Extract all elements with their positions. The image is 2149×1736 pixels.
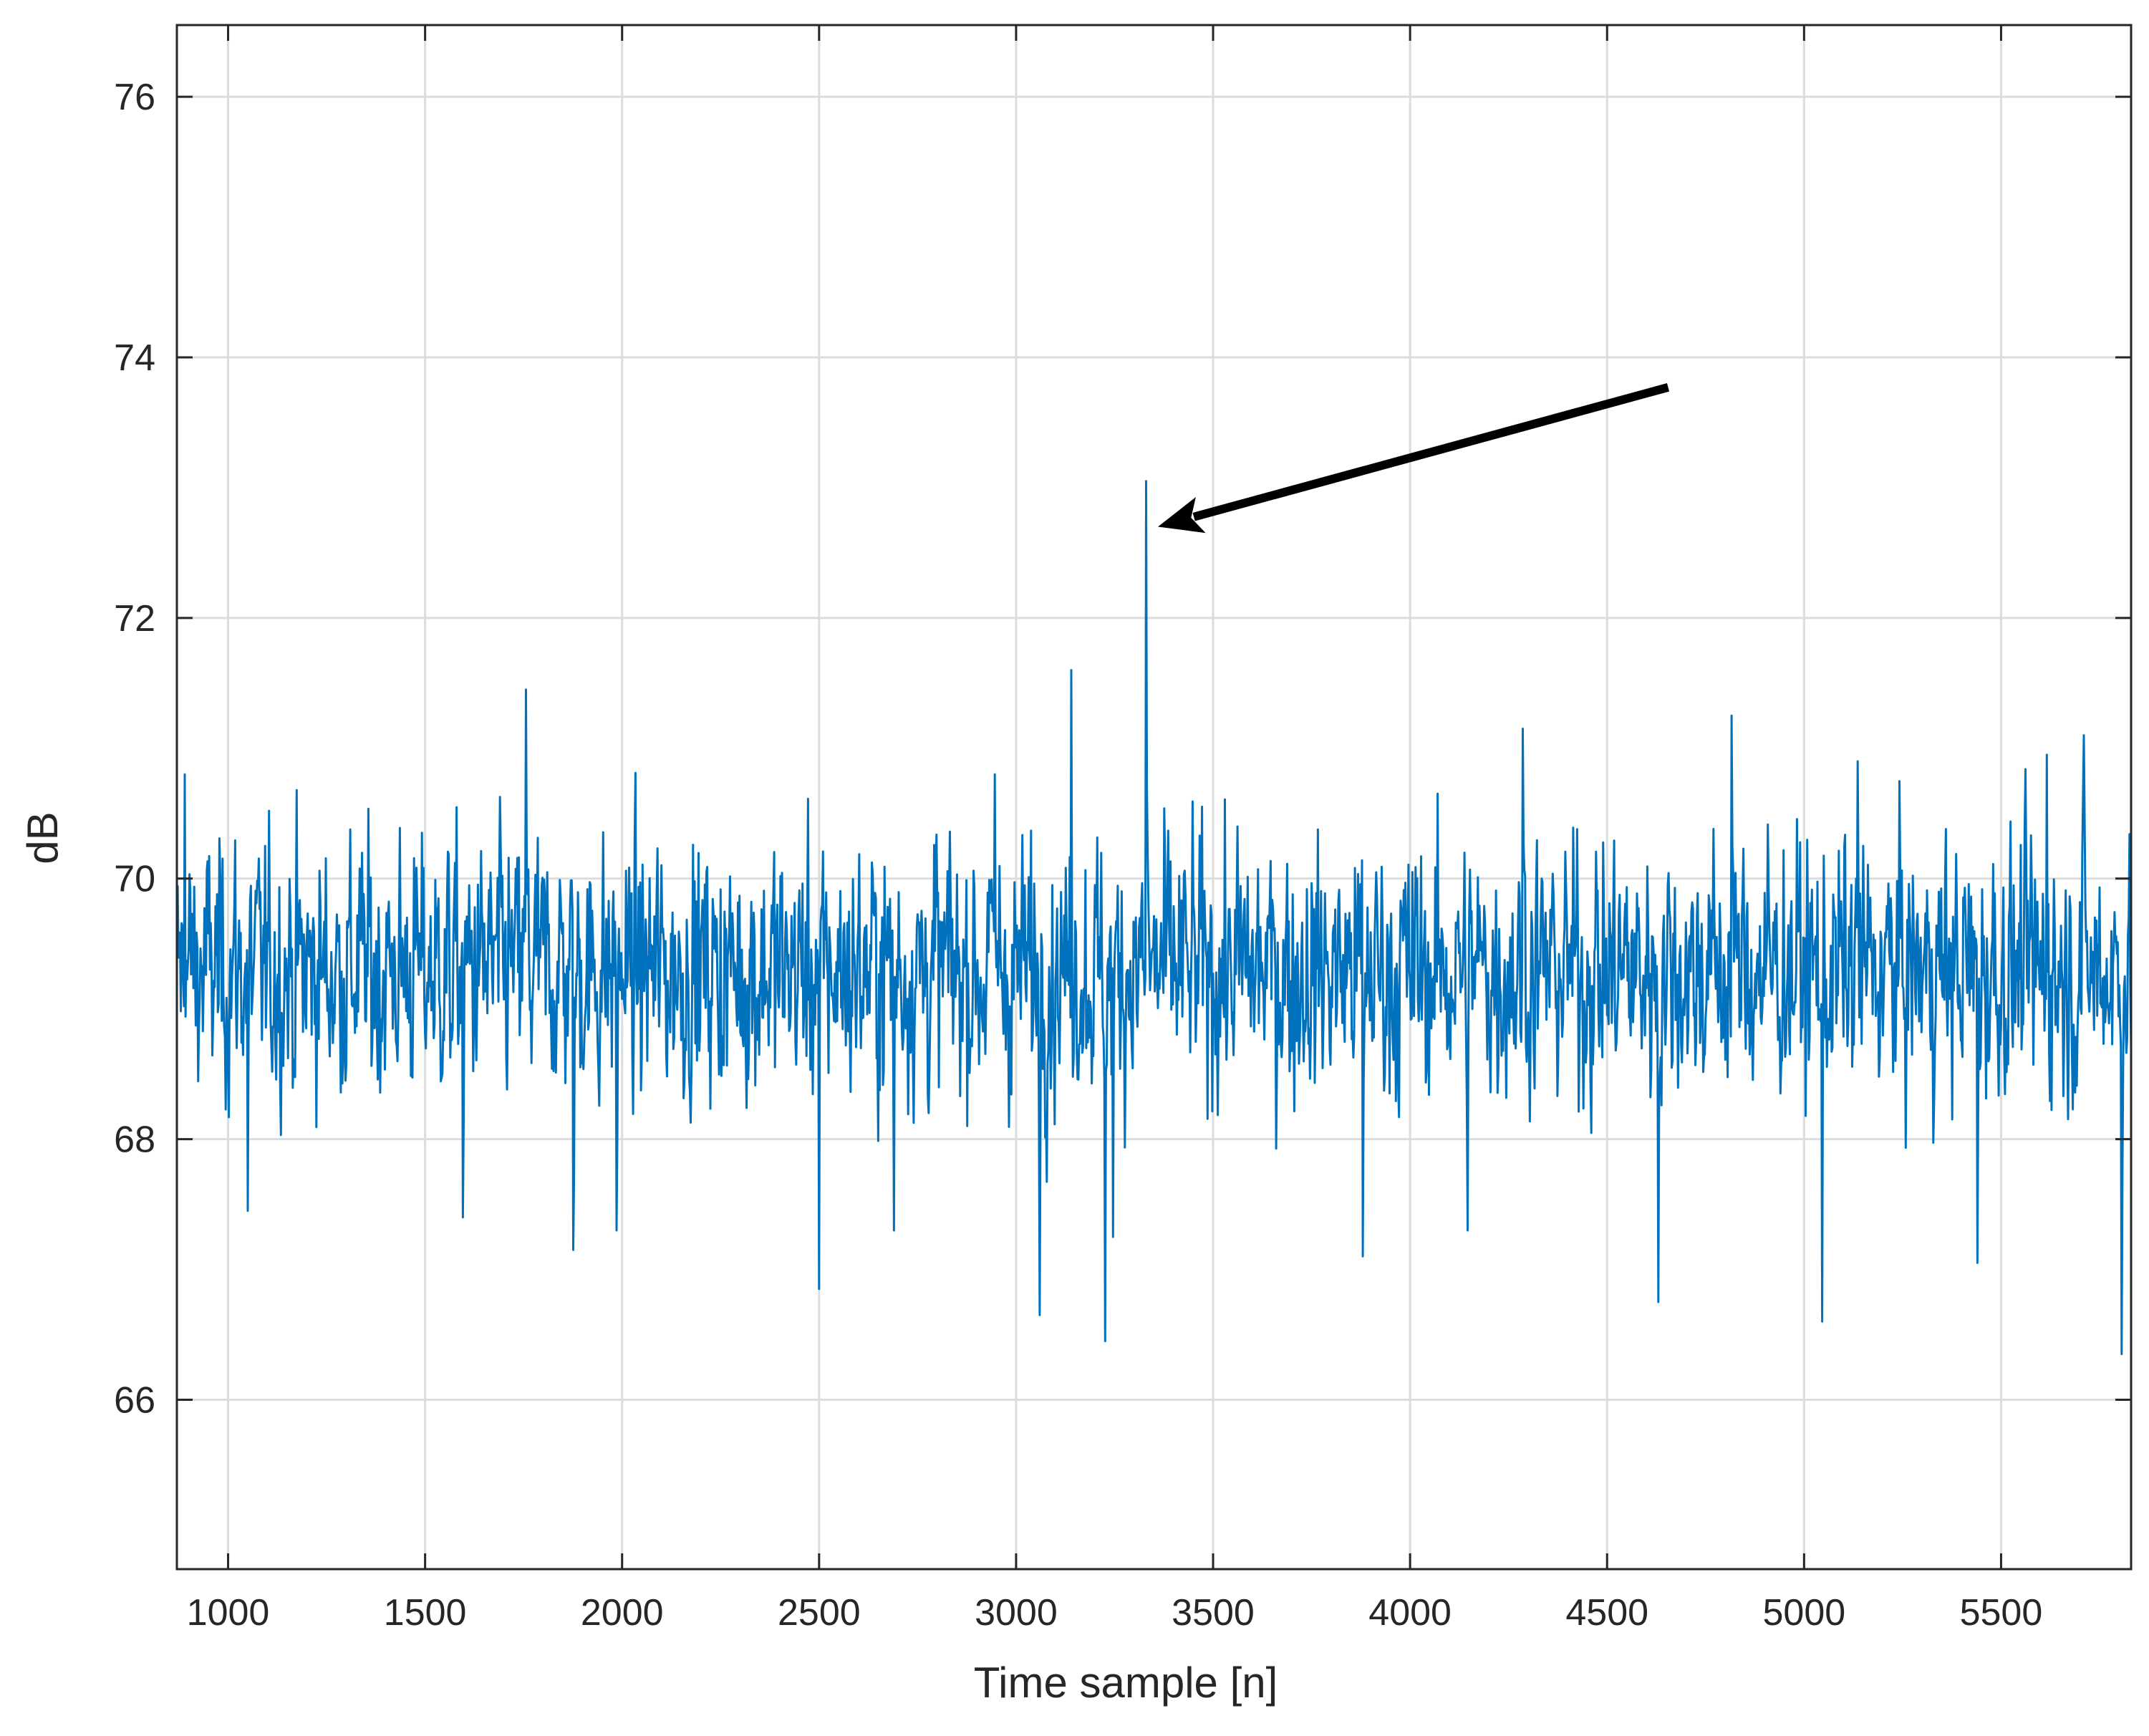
annotation-layer	[1158, 383, 1670, 534]
x-tick-label: 4500	[1565, 1592, 1648, 1634]
axes: 1000 1500 2000 2500 3000 3500 4000 4500 5000 5500…	[114, 24, 2133, 1634]
x-tick-label: 5000	[1762, 1592, 1845, 1634]
x-tick-label: 1000	[187, 1592, 270, 1634]
y-tick-label: 74	[114, 337, 155, 379]
y-tick-label: 76	[114, 77, 155, 118]
x-axis-label: Time sample [n]	[974, 1659, 1278, 1707]
x-tick-label: 2000	[581, 1592, 664, 1634]
y-tick-label: 68	[114, 1119, 155, 1161]
x-tick-label: 2500	[778, 1592, 861, 1634]
y-tick-label: 66	[114, 1379, 155, 1421]
x-tick-label: 4000	[1368, 1592, 1452, 1634]
axes-box	[175, 24, 2133, 1571]
x-tick-label: 5500	[1960, 1592, 2043, 1634]
arrow-shaft	[1192, 383, 1670, 521]
series-line	[175, 480, 2133, 1356]
y-tick-label: 70	[114, 859, 155, 900]
series-layer	[175, 480, 2133, 1356]
x-tick-label: 3000	[975, 1592, 1058, 1634]
arrow-head	[1158, 497, 1206, 534]
x-tick-label: 3500	[1172, 1592, 1255, 1634]
y-tick-label: 72	[114, 598, 155, 640]
y-axis-label: dB	[19, 811, 67, 864]
annotation-arrow	[1158, 383, 1670, 534]
grid-lines	[177, 25, 2131, 1569]
x-tick-label: 1500	[384, 1592, 467, 1634]
